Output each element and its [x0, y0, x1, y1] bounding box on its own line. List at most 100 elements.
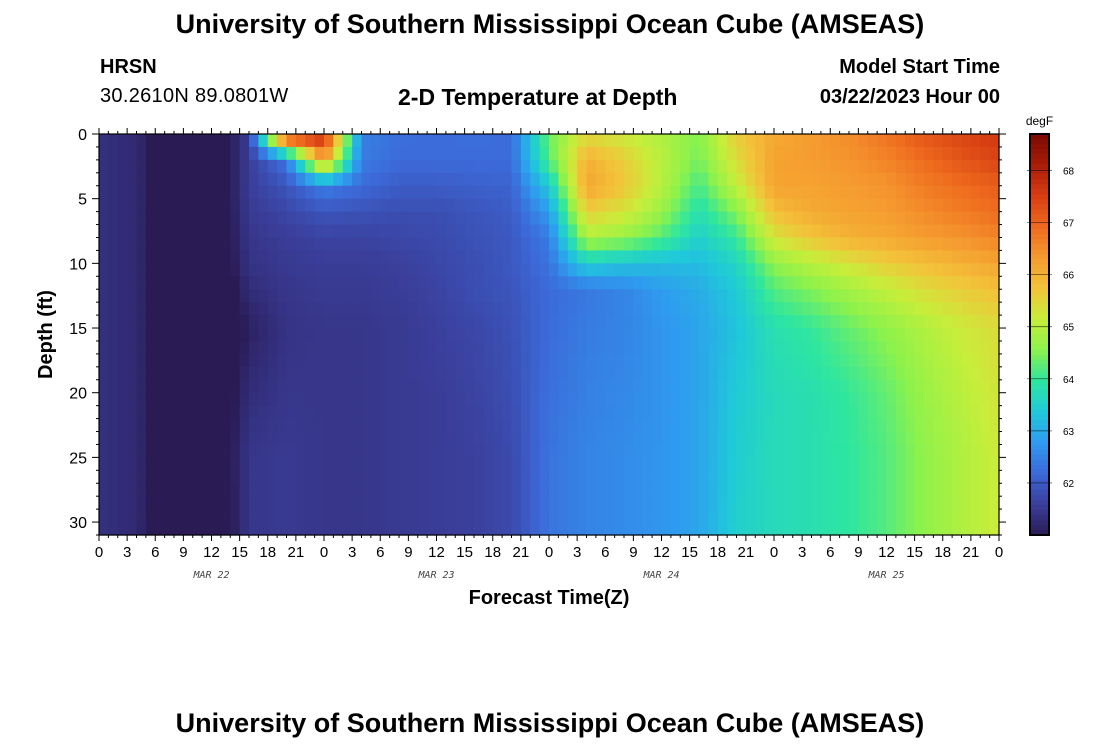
heatmap-cell: [436, 302, 447, 316]
heatmap-cell: [370, 263, 381, 277]
heatmap-cell: [699, 302, 709, 316]
heatmap-cell: [202, 483, 213, 497]
heatmap-cell: [286, 237, 297, 252]
heatmap-cell: [970, 146, 981, 161]
heatmap-cell: [136, 211, 147, 226]
heatmap-cell: [192, 405, 203, 420]
heatmap-cell: [970, 483, 981, 497]
heatmap-cell: [708, 263, 719, 277]
heatmap-cell: [970, 159, 981, 174]
heatmap-cell: [895, 470, 906, 484]
heatmap-cell: [567, 483, 578, 497]
heatmap-cell: [811, 353, 822, 368]
heatmap-cell: [830, 315, 841, 329]
heatmap-cell: [436, 392, 447, 407]
heatmap-cell: [952, 315, 963, 329]
heatmap-cell: [361, 496, 372, 510]
heatmap-cell: [830, 185, 841, 200]
heatmap-cell: [455, 159, 466, 174]
heatmap-cell: [661, 172, 672, 187]
heatmap-cell: [689, 224, 700, 239]
heatmap-cell: [211, 276, 222, 290]
heatmap-cell: [108, 250, 119, 264]
heatmap-cell: [380, 198, 391, 213]
heatmap-cell: [811, 198, 822, 213]
heatmap-cell: [267, 315, 278, 329]
heatmap-cell: [267, 263, 278, 277]
heatmap-cell: [952, 522, 963, 536]
heatmap-cell: [717, 328, 728, 342]
heatmap-cell: [117, 496, 128, 510]
heatmap-cell: [755, 392, 766, 407]
heatmap-cell: [380, 366, 391, 381]
heatmap-cell: [811, 340, 822, 355]
heatmap-cell: [914, 328, 925, 342]
heatmap-cell: [445, 172, 456, 187]
heatmap-cell: [689, 470, 700, 484]
heatmap-cell: [839, 509, 850, 523]
heatmap-cell: [989, 289, 1000, 303]
heatmap-cell: [483, 328, 494, 342]
heatmap-cell: [464, 444, 475, 458]
heatmap-cell: [342, 328, 353, 342]
heatmap-cell: [820, 444, 831, 458]
heatmap-cell: [745, 379, 756, 394]
heatmap-cell: [886, 159, 897, 174]
heatmap-cell: [202, 457, 213, 471]
heatmap-cell: [595, 146, 606, 161]
heatmap-cell: [530, 146, 541, 161]
heatmap-cell: [924, 379, 934, 394]
heatmap-cell: [774, 328, 784, 342]
heatmap-cell: [905, 263, 916, 277]
heatmap-cell: [333, 134, 344, 148]
heatmap-cell: [389, 340, 400, 355]
heatmap-cell: [624, 146, 634, 161]
heatmap-cell: [586, 198, 597, 213]
heatmap-cell: [567, 159, 578, 174]
heatmap-cell: [877, 379, 888, 394]
heatmap-cell: [249, 340, 259, 355]
x-tick-label: 18: [709, 544, 726, 561]
heatmap-cell: [811, 444, 822, 458]
heatmap-cell: [849, 211, 859, 226]
heatmap-cell: [699, 276, 709, 290]
heatmap-cell: [511, 198, 522, 213]
heatmap-cell: [745, 457, 756, 471]
heatmap-cell: [295, 366, 306, 381]
heatmap-cell: [174, 470, 184, 484]
heatmap-cell: [717, 405, 728, 420]
heatmap-cell: [558, 224, 569, 239]
heatmap-cell: [99, 276, 109, 290]
heatmap-cell: [305, 496, 316, 510]
heatmap-cell: [802, 289, 813, 303]
heatmap-cell: [905, 353, 916, 368]
heatmap-cell: [436, 237, 447, 252]
heatmap-cell: [783, 457, 794, 471]
heatmap-cell: [558, 276, 569, 290]
heatmap-cell: [305, 328, 316, 342]
heatmap-cell: [867, 134, 878, 148]
heatmap-cell: [370, 405, 381, 420]
heatmap-cell: [708, 366, 719, 381]
heatmap-cell: [895, 444, 906, 458]
heatmap-cell: [858, 379, 869, 394]
heatmap-cell: [680, 185, 691, 200]
heatmap-cell: [352, 392, 363, 407]
heatmap-cell: [708, 211, 719, 226]
heatmap-cell: [314, 315, 325, 329]
heatmap-cell: [989, 340, 1000, 355]
heatmap-cell: [455, 185, 466, 200]
heatmap-cell: [136, 457, 147, 471]
heatmap-cell: [389, 289, 400, 303]
heatmap-cell: [370, 224, 381, 239]
heatmap-cell: [445, 276, 456, 290]
heatmap-cell: [595, 328, 606, 342]
heatmap-cell: [858, 224, 869, 239]
heatmap-cell: [652, 470, 663, 484]
heatmap-cell: [755, 379, 766, 394]
heatmap-cell: [867, 418, 878, 433]
heatmap-cell: [577, 457, 588, 471]
heatmap-cell: [586, 263, 597, 277]
heatmap-cell: [333, 159, 344, 174]
heatmap-cell: [380, 353, 391, 368]
